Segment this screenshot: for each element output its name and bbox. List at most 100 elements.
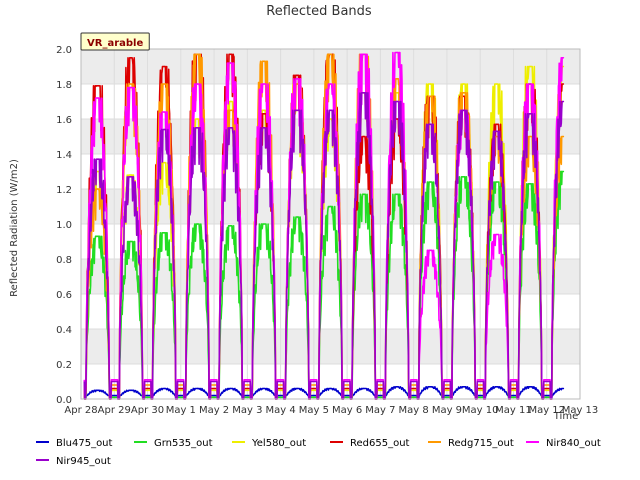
- data-point-nir945-out: [462, 109, 465, 112]
- data-point-nir945-out: [329, 109, 332, 112]
- x-tick-label: May 3: [232, 405, 262, 416]
- data-point-nir945-out: [496, 130, 498, 133]
- data-point-yel580-out: [396, 91, 398, 94]
- x-tick-label: May 5: [299, 405, 329, 416]
- data-point-nir840-out: [96, 97, 99, 99]
- data-point-grn535-out: [429, 181, 432, 183]
- y-tick-label: 2.0: [56, 45, 72, 56]
- data-point-nir840-out: [496, 233, 498, 236]
- x-tick-label: May 1: [166, 405, 196, 416]
- data-point-nir945-out: [96, 158, 99, 161]
- y-tick-label: 0.2: [56, 360, 72, 371]
- y-tick-label: 0.4: [56, 325, 72, 336]
- plot-border: [80, 48, 581, 400]
- data-point-grn535-out: [96, 235, 99, 238]
- data-point-redg715-out: [329, 53, 332, 56]
- legend-label: Red655_out: [350, 438, 410, 449]
- data-point-grn535-out: [263, 223, 265, 225]
- data-point-yel580-out: [263, 109, 265, 112]
- data-point-blu475-out: [163, 387, 165, 390]
- legend-label: Nir945_out: [56, 456, 111, 467]
- y-tick-label: 0.6: [56, 290, 72, 301]
- data-point-redg715-out: [130, 83, 132, 85]
- data-point-red655-out: [130, 56, 132, 59]
- data-point-yel580-out: [196, 118, 199, 120]
- plot-band: [81, 329, 580, 364]
- data-point-blu475-out: [329, 387, 332, 390]
- data-point-blu475-out: [396, 385, 398, 388]
- y-tick-label: 0.0: [56, 395, 72, 406]
- y-axis-label: Reflected Radiation (W/m2): [9, 159, 20, 297]
- x-tick-label: May 9: [432, 405, 462, 416]
- data-point-nir840-out: [263, 83, 265, 85]
- x-tick-label: Apr 29: [98, 405, 131, 416]
- y-tick-label: 1.0: [56, 220, 72, 231]
- x-tick-label: May 4: [265, 405, 295, 416]
- data-point-blu475-out: [496, 385, 498, 388]
- x-tick-label: May 10: [462, 405, 499, 416]
- legend-label: Redg715_out: [448, 438, 514, 449]
- data-point-grn535-out: [229, 224, 232, 227]
- plot-band: [81, 119, 580, 154]
- data-point-nir945-out: [263, 126, 265, 129]
- data-point-red655-out: [163, 65, 165, 68]
- data-point-redg715-out: [163, 83, 165, 85]
- data-point-grn535-out: [496, 181, 498, 183]
- data-point-grn535-out: [396, 193, 398, 196]
- data-point-red655-out: [296, 74, 299, 77]
- data-point-blu475-out: [462, 385, 465, 388]
- data-point-red655-out: [396, 118, 398, 120]
- x-tick-label: Apr 30: [131, 405, 164, 416]
- legend-label: Nir840_out: [546, 438, 601, 449]
- data-point-grn535-out: [462, 175, 465, 178]
- data-point-nir840-out: [362, 53, 365, 56]
- data-point-blu475-out: [296, 387, 299, 390]
- x-axis-label: Time: [553, 411, 578, 422]
- data-point-grn535-out: [130, 240, 132, 243]
- data-point-red655-out: [362, 135, 365, 138]
- data-point-grn535-out: [196, 223, 199, 225]
- data-point-nir945-out: [229, 126, 232, 129]
- data-point-redg715-out: [196, 53, 199, 56]
- data-point-redg715-out: [396, 77, 398, 80]
- data-point-grn535-out: [163, 231, 165, 234]
- data-point-nir840-out: [329, 83, 332, 85]
- data-point-yel580-out: [429, 83, 432, 85]
- data-point-nir840-out: [429, 249, 432, 252]
- data-point-nir945-out: [362, 91, 365, 94]
- data-point-red655-out: [96, 84, 99, 87]
- data-point-nir840-out: [163, 111, 165, 113]
- data-point-redg715-out: [562, 135, 565, 138]
- x-tick-label: May 8: [399, 405, 429, 416]
- data-point-redg715-out: [263, 60, 265, 63]
- data-point-nir945-out: [429, 123, 432, 126]
- data-point-blu475-out: [529, 385, 531, 388]
- y-tick-label: 0.8: [56, 255, 72, 266]
- data-point-redg715-out: [296, 83, 299, 85]
- data-point-nir945-out: [529, 112, 531, 115]
- data-point-grn535-out: [329, 205, 332, 208]
- data-point-nir945-out: [296, 109, 299, 112]
- data-point-nir945-out: [163, 128, 165, 131]
- data-point-blu475-out: [263, 387, 265, 390]
- badge-label: VR_arable: [87, 38, 143, 49]
- data-point-yel580-out: [96, 170, 99, 173]
- legend-label: Grn535_out: [154, 438, 213, 449]
- x-tick-label: May 13: [562, 405, 599, 416]
- data-point-red655-out: [263, 112, 265, 115]
- data-point-red655-out: [229, 53, 232, 56]
- data-point-yel580-out: [329, 118, 332, 120]
- data-point-yel580-out: [496, 83, 498, 85]
- x-tick-label: May 11: [495, 405, 532, 416]
- data-point-nir840-out: [296, 77, 299, 80]
- data-point-yel580-out: [462, 83, 465, 85]
- data-point-red655-out: [562, 83, 565, 85]
- y-tick-label: 1.4: [56, 150, 72, 161]
- data-point-red655-out: [496, 123, 498, 126]
- data-point-grn535-out: [296, 216, 299, 218]
- data-point-grn535-out: [362, 193, 365, 196]
- data-point-blu475-out: [196, 387, 199, 390]
- data-point-grn535-out: [529, 182, 531, 185]
- data-point-nir840-out: [529, 83, 531, 85]
